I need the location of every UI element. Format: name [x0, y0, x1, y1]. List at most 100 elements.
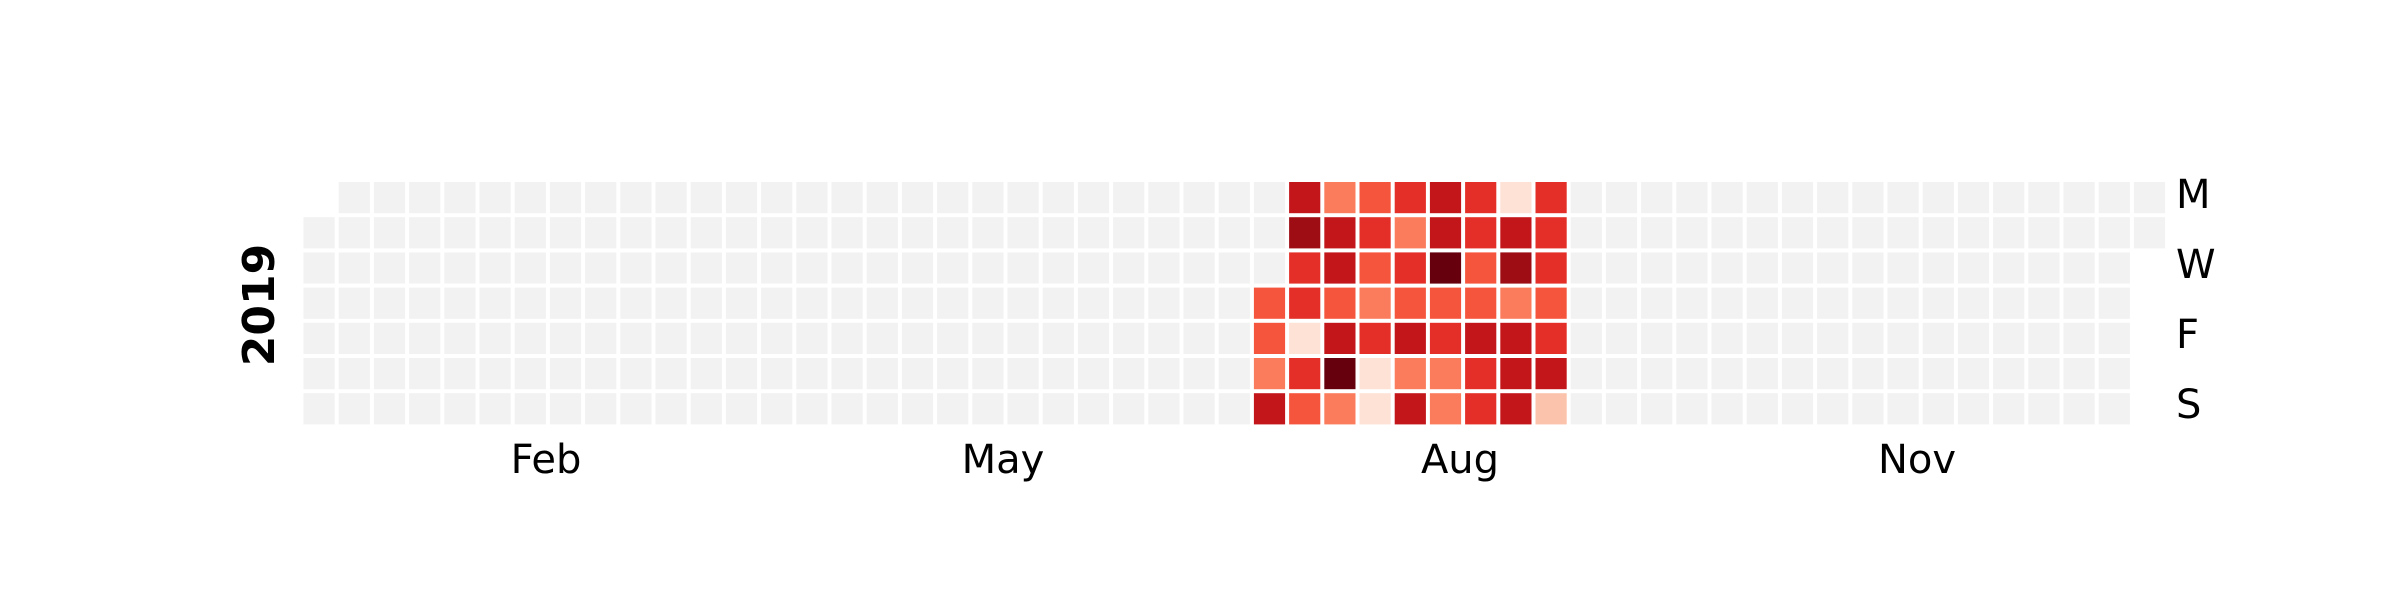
empty-day-cell — [1852, 393, 1884, 425]
empty-day-cell — [444, 287, 476, 319]
empty-day-cell — [761, 322, 793, 354]
empty-day-cell — [1993, 322, 2025, 354]
empty-day-cell — [1148, 217, 1180, 249]
empty-day-cell — [972, 252, 1004, 284]
empty-day-cell — [1605, 217, 1638, 249]
y-tick-label: S — [2176, 382, 2201, 428]
day-cell — [1465, 182, 1497, 214]
day-cell — [1289, 393, 1321, 425]
y-tick-label: W — [2176, 242, 2216, 288]
empty-day-cell — [1183, 252, 1215, 284]
x-tick-label: Nov — [1878, 437, 1956, 483]
empty-day-cell — [1183, 287, 1215, 319]
empty-day-cell — [1183, 358, 1215, 390]
day-cell — [1500, 252, 1532, 284]
empty-day-cell — [725, 182, 758, 214]
empty-day-cell — [2098, 393, 2130, 425]
empty-day-cell — [1676, 287, 1708, 319]
empty-day-cell — [972, 358, 1004, 390]
day-cell — [1359, 358, 1391, 390]
empty-day-cell — [444, 252, 476, 284]
empty-day-cell — [725, 358, 758, 390]
day-cell — [1465, 217, 1497, 249]
empty-day-cell — [585, 287, 617, 319]
empty-day-cell — [796, 217, 828, 249]
empty-day-cell — [1007, 322, 1039, 354]
day-cell — [1359, 217, 1391, 249]
empty-day-cell — [1218, 217, 1250, 249]
empty-day-cell — [1570, 217, 1602, 249]
x-tick-labels: Feb May Aug Nov — [511, 437, 1956, 483]
empty-day-cell — [514, 358, 546, 390]
empty-day-cell — [831, 322, 863, 354]
day-cell — [1535, 287, 1567, 319]
empty-day-cell — [831, 287, 863, 319]
empty-day-cell — [2028, 287, 2060, 319]
empty-day-cell — [901, 217, 934, 249]
day-cell — [1465, 358, 1497, 390]
empty-day-cell — [1007, 287, 1039, 319]
empty-day-cell — [1641, 182, 1673, 214]
day-cell — [1535, 182, 1567, 214]
empty-day-cell — [1077, 252, 1110, 284]
empty-day-cell — [972, 393, 1004, 425]
empty-day-cell — [1042, 252, 1074, 284]
empty-day-cell — [1781, 393, 1814, 425]
empty-day-cell — [972, 217, 1004, 249]
empty-day-cell — [1253, 182, 1286, 214]
day-cell — [1465, 322, 1497, 354]
empty-day-cell — [1113, 217, 1145, 249]
day-cell — [1500, 182, 1532, 214]
day-cell — [1359, 287, 1391, 319]
empty-day-cell — [831, 217, 863, 249]
empty-day-cell — [1817, 217, 1849, 249]
empty-day-cell — [1922, 358, 1954, 390]
empty-day-cell — [1676, 252, 1708, 284]
empty-day-cell — [655, 393, 687, 425]
heatmap-cells — [303, 182, 2166, 425]
empty-day-cell — [1605, 252, 1638, 284]
empty-day-cell — [796, 182, 828, 214]
day-cell — [1394, 358, 1426, 390]
empty-day-cell — [549, 182, 582, 214]
empty-day-cell — [373, 287, 406, 319]
empty-day-cell — [1007, 252, 1039, 284]
day-cell — [1253, 358, 1286, 390]
empty-day-cell — [409, 393, 441, 425]
empty-day-cell — [1781, 182, 1814, 214]
empty-day-cell — [479, 358, 511, 390]
empty-day-cell — [338, 393, 370, 425]
empty-day-cell — [1887, 182, 1919, 214]
empty-day-cell — [690, 217, 722, 249]
empty-day-cell — [1077, 287, 1110, 319]
empty-day-cell — [1007, 393, 1039, 425]
empty-day-cell — [1746, 393, 1778, 425]
empty-day-cell — [1183, 217, 1215, 249]
empty-day-cell — [937, 217, 969, 249]
empty-day-cell — [2098, 182, 2130, 214]
empty-day-cell — [1113, 393, 1145, 425]
empty-day-cell — [1042, 322, 1074, 354]
empty-day-cell — [2098, 287, 2130, 319]
day-cell — [1253, 393, 1286, 425]
empty-day-cell — [866, 217, 898, 249]
empty-day-cell — [937, 252, 969, 284]
empty-day-cell — [1605, 182, 1638, 214]
day-cell — [1500, 358, 1532, 390]
empty-day-cell — [479, 393, 511, 425]
day-cell — [1359, 393, 1391, 425]
empty-day-cell — [1570, 287, 1602, 319]
empty-day-cell — [409, 287, 441, 319]
empty-day-cell — [338, 287, 370, 319]
empty-day-cell — [620, 217, 652, 249]
empty-day-cell — [620, 182, 652, 214]
empty-day-cell — [761, 358, 793, 390]
empty-day-cell — [373, 252, 406, 284]
empty-day-cell — [1711, 393, 1743, 425]
empty-day-cell — [866, 287, 898, 319]
empty-day-cell — [1641, 358, 1673, 390]
empty-day-cell — [1077, 182, 1110, 214]
empty-day-cell — [1711, 252, 1743, 284]
empty-day-cell — [2098, 252, 2130, 284]
empty-day-cell — [373, 393, 406, 425]
